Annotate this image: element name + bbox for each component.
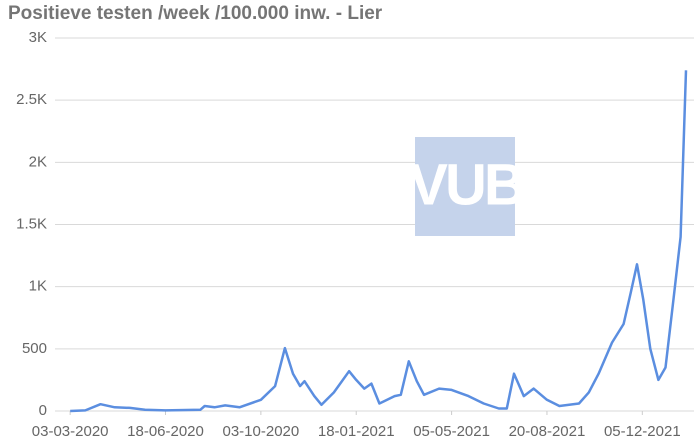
y-tick-label: 1K (29, 278, 47, 295)
x-tick-label: 18-06-2020 (127, 423, 204, 440)
data-line (70, 70, 688, 413)
y-tick-label: 2.5K (16, 91, 47, 108)
watermark-box (415, 137, 515, 236)
x-tick-label: 05-05-2021 (413, 423, 490, 440)
chart-title: Positieve testen /week /100.000 inw. - L… (8, 3, 383, 24)
watermark: VUB (409, 137, 527, 236)
watermark-text: VUB (409, 152, 524, 217)
y-tick-label: 1.5K (16, 215, 47, 232)
x-tick-label: 03-10-2020 (223, 423, 300, 440)
x-tick-label: 03-03-2020 (32, 423, 109, 440)
x-tick-label: 05-12-2021 (604, 423, 681, 440)
y-tick-label: 3K (29, 29, 47, 46)
x-tick-label: 18-01-2021 (318, 423, 395, 440)
y-tick-label: 500 (22, 340, 47, 357)
y-tick-label: 2K (29, 153, 47, 170)
x-tick-label: 20-08-2021 (509, 423, 586, 440)
y-tick-label: 0 (39, 402, 47, 419)
